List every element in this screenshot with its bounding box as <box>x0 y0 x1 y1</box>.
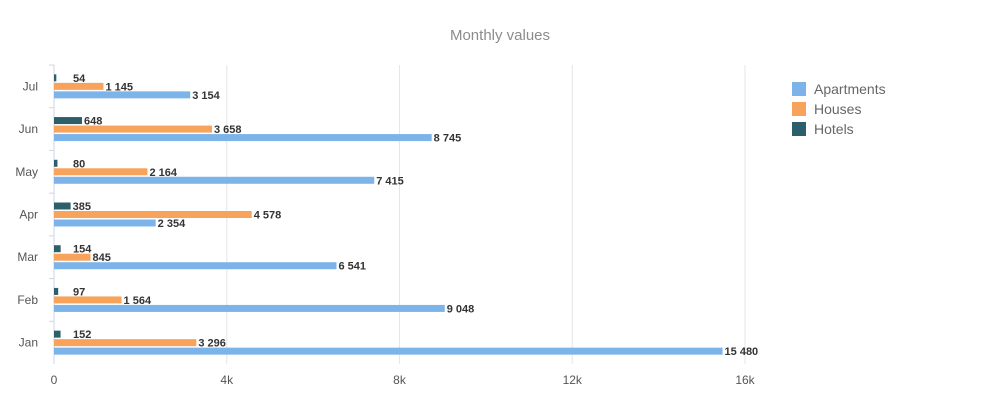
category-label: Feb <box>17 293 38 307</box>
legend-item-hotels: Hotels <box>814 121 854 137</box>
bar-hotels-may <box>54 159 58 167</box>
bar-apartments-jan <box>54 347 723 355</box>
data-label: 1 564 <box>124 295 152 307</box>
legend-swatch-apartments <box>792 82 806 96</box>
data-label: 3 658 <box>214 124 242 136</box>
bar-houses-jul <box>54 82 104 90</box>
legend-swatch-hotels <box>792 122 806 136</box>
data-label: 2 354 <box>158 218 186 230</box>
legend-swatch-houses <box>792 102 806 116</box>
category-label: Jan <box>19 336 38 350</box>
bar-hotels-jan <box>54 330 61 338</box>
data-label: 648 <box>84 116 102 128</box>
bar-hotels-jul <box>54 74 57 82</box>
bar-hotels-mar <box>54 245 61 253</box>
bar-houses-feb <box>54 296 122 304</box>
data-label: 845 <box>92 252 110 264</box>
bar-apartments-jul <box>54 91 191 99</box>
category-label: Jun <box>19 122 38 136</box>
data-label: 2 164 <box>149 167 177 179</box>
x-tick-label: 16k <box>735 373 755 387</box>
bar-hotels-apr <box>54 202 71 210</box>
chart-title: Monthly values <box>450 27 550 44</box>
data-label: 54 <box>73 73 86 85</box>
bar-houses-mar <box>54 253 91 261</box>
x-tick-label: 8k <box>393 373 407 387</box>
bar-apartments-mar <box>54 262 337 270</box>
x-tick-label: 4k <box>220 373 234 387</box>
data-label: 9 048 <box>447 303 475 315</box>
axes: 0 4k 8k 12k 16k Jan Feb Mar Apr May Jun Jul <box>15 64 756 387</box>
data-label: 4 578 <box>254 210 282 222</box>
bar-apartments-apr <box>54 219 156 227</box>
category-label: May <box>15 165 38 179</box>
bars <box>54 74 723 355</box>
bar-houses-may <box>54 168 148 176</box>
data-label: 97 <box>73 286 85 298</box>
data-label: 385 <box>73 201 91 213</box>
bar-houses-jan <box>54 339 197 347</box>
legend-item-houses: Houses <box>814 101 861 117</box>
bar-houses-jun <box>54 125 212 133</box>
bar-houses-apr <box>54 211 252 218</box>
category-label: Apr <box>19 208 38 222</box>
bar-apartments-may <box>54 176 375 184</box>
bar-hotels-jun <box>54 117 82 125</box>
grid <box>226 65 746 364</box>
data-label: 15 480 <box>725 346 759 358</box>
data-label: 154 <box>73 244 92 256</box>
bar-apartments-feb <box>54 304 445 312</box>
x-tick-label: 12k <box>563 373 583 387</box>
x-tick-label: 0 <box>51 373 58 387</box>
category-label: Jul <box>23 79 38 93</box>
data-label: 3 154 <box>192 90 220 102</box>
data-label: 6 541 <box>338 261 366 273</box>
bar-apartments-jun <box>54 134 432 142</box>
bar-hotels-feb <box>54 287 59 295</box>
data-label: 8 745 <box>434 133 462 145</box>
legend: Apartments Houses Hotels <box>792 81 886 137</box>
category-label: Mar <box>17 250 38 264</box>
data-label: 80 <box>73 158 85 170</box>
data-label: 152 <box>73 329 91 341</box>
data-label: 3 296 <box>198 338 226 350</box>
data-label: 7 415 <box>376 175 404 187</box>
data-label: 1 145 <box>105 81 133 93</box>
legend-item-apartments: Apartments <box>814 81 886 97</box>
